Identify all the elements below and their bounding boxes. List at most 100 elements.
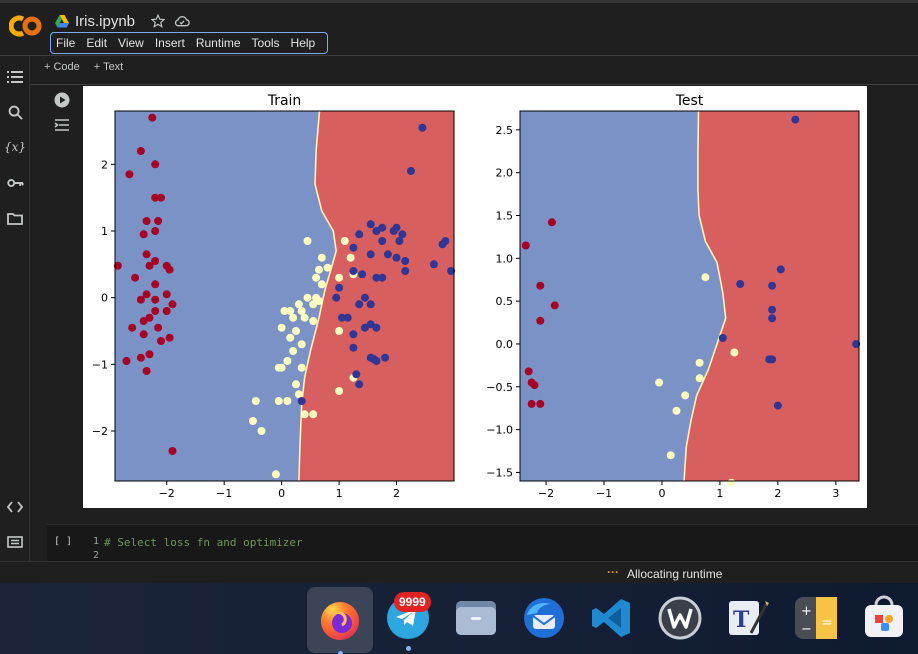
train-point-class-2 xyxy=(438,240,447,249)
train-ytick-label: 1 xyxy=(101,225,108,238)
command-palette-icon[interactable] xyxy=(5,532,25,552)
writer-icon[interactable] xyxy=(655,593,705,643)
test-point-class-1 xyxy=(655,378,664,387)
train-point-class-2 xyxy=(378,237,387,245)
train-point-class-0 xyxy=(145,261,154,270)
train-point-class-1 xyxy=(277,363,286,372)
train-point-class-0 xyxy=(151,227,160,235)
window-top-border xyxy=(0,0,918,3)
software-store-icon[interactable] xyxy=(859,593,909,643)
train-point-class-0 xyxy=(142,367,151,375)
train-point-class-2 xyxy=(360,293,369,302)
test-point-class-2 xyxy=(852,340,861,348)
drive-icon xyxy=(55,14,69,27)
train-point-class-2 xyxy=(358,270,367,279)
train-point-class-2 xyxy=(369,355,378,363)
train-point-class-2 xyxy=(381,353,390,362)
secrets-key-icon[interactable] xyxy=(5,173,25,193)
train-point-class-0 xyxy=(165,265,174,274)
test-point-class-0 xyxy=(524,367,533,376)
add-code-button[interactable]: + Code xyxy=(44,61,80,73)
header-divider xyxy=(0,55,918,56)
menu-edit[interactable]: Edit xyxy=(86,36,108,50)
train-point-class-1 xyxy=(294,300,303,309)
menu-insert[interactable]: Insert xyxy=(154,36,185,50)
test-point-class-0 xyxy=(536,281,545,290)
train-point-class-1 xyxy=(294,390,303,399)
train-point-class-1 xyxy=(283,357,292,365)
output-options-icon[interactable] xyxy=(53,116,71,134)
colab-logo-icon xyxy=(9,15,42,37)
svg-text:T: T xyxy=(733,607,750,633)
train-point-class-0 xyxy=(142,217,151,225)
add-text-button[interactable]: + Text xyxy=(93,61,124,73)
train-point-class-0 xyxy=(136,295,145,304)
train-point-class-2 xyxy=(378,273,387,282)
code-snippets-icon[interactable] xyxy=(5,497,25,517)
test-ytick-label: −1.0 xyxy=(486,424,513,437)
code-cell[interactable]: [ ] 1 # Select loss fn and optimizer 2 xyxy=(47,524,918,561)
train-point-class-1 xyxy=(317,280,326,289)
run-cell-icon[interactable] xyxy=(53,91,71,109)
star-icon[interactable] xyxy=(149,12,167,30)
train-point-class-0 xyxy=(154,323,163,332)
test-xtick-label: −1 xyxy=(596,487,612,500)
train-point-class-1 xyxy=(312,273,321,282)
train-point-class-2 xyxy=(389,227,398,235)
train-point-class-0 xyxy=(168,447,177,455)
search-icon[interactable] xyxy=(5,102,25,122)
train-point-class-0 xyxy=(136,353,145,362)
train-point-class-1 xyxy=(286,307,295,315)
train-point-class-2 xyxy=(401,257,410,265)
menu-file[interactable]: File xyxy=(56,36,76,50)
menu-view[interactable]: View xyxy=(118,36,144,50)
train-point-class-1 xyxy=(315,265,323,274)
files-icon[interactable] xyxy=(451,593,501,643)
test-point-class-0 xyxy=(521,241,530,250)
thunderbird-icon[interactable] xyxy=(519,593,569,643)
train-point-class-0 xyxy=(151,280,160,289)
code-line[interactable]: # Select loss fn and optimizer xyxy=(104,536,303,549)
files-folder-icon[interactable] xyxy=(5,208,25,228)
test-point-class-1 xyxy=(695,358,704,367)
test-ytick-label: 0.5 xyxy=(496,295,514,308)
train-point-class-0 xyxy=(168,300,177,309)
train-point-class-1 xyxy=(300,410,309,419)
train-point-class-2 xyxy=(429,260,438,269)
train-point-class-1 xyxy=(289,313,298,322)
train-point-class-2 xyxy=(338,313,346,322)
cloud-saved-icon[interactable] xyxy=(173,12,191,30)
test-chart-title: Test xyxy=(675,93,704,109)
train-point-class-1 xyxy=(315,297,323,305)
test-xtick-label: 2 xyxy=(774,487,781,500)
test-xtick-label: 1 xyxy=(716,487,723,500)
menu-runtime[interactable]: Runtime xyxy=(195,36,241,50)
train-point-class-1 xyxy=(277,323,286,332)
variables-icon[interactable]: {x} xyxy=(3,140,27,154)
test-point-class-2 xyxy=(768,305,777,314)
notebook-title[interactable]: Iris.ipynb xyxy=(75,12,136,30)
train-point-class-2 xyxy=(335,283,344,292)
train-point-class-1 xyxy=(300,313,309,322)
train-point-class-1 xyxy=(309,410,318,419)
test-point-class-0 xyxy=(536,399,545,408)
train-point-class-1 xyxy=(309,300,318,309)
train-point-class-0 xyxy=(151,160,160,169)
train-ytick-label: 2 xyxy=(101,158,108,171)
line-number: 2 xyxy=(93,550,100,561)
train-point-class-0 xyxy=(125,170,134,179)
test-xtick-label: 3 xyxy=(832,487,839,500)
cell-execution-count[interactable]: [ ] xyxy=(54,536,73,547)
firefox-icon[interactable] xyxy=(307,587,373,654)
train-point-class-1 xyxy=(248,417,257,425)
table-of-contents-icon[interactable] xyxy=(5,67,25,87)
texstudio-icon[interactable]: T xyxy=(723,593,773,643)
menu-help[interactable]: Help xyxy=(290,36,316,50)
train-point-class-1 xyxy=(292,327,300,335)
train-point-class-0 xyxy=(162,290,171,299)
menu-bar: File Edit View Insert Runtime Tools Help xyxy=(50,32,328,54)
menu-tools[interactable]: Tools xyxy=(251,36,280,50)
train-point-class-0 xyxy=(113,261,122,270)
calculator-icon[interactable]: + − = xyxy=(791,593,841,643)
vscode-icon[interactable] xyxy=(587,593,637,643)
